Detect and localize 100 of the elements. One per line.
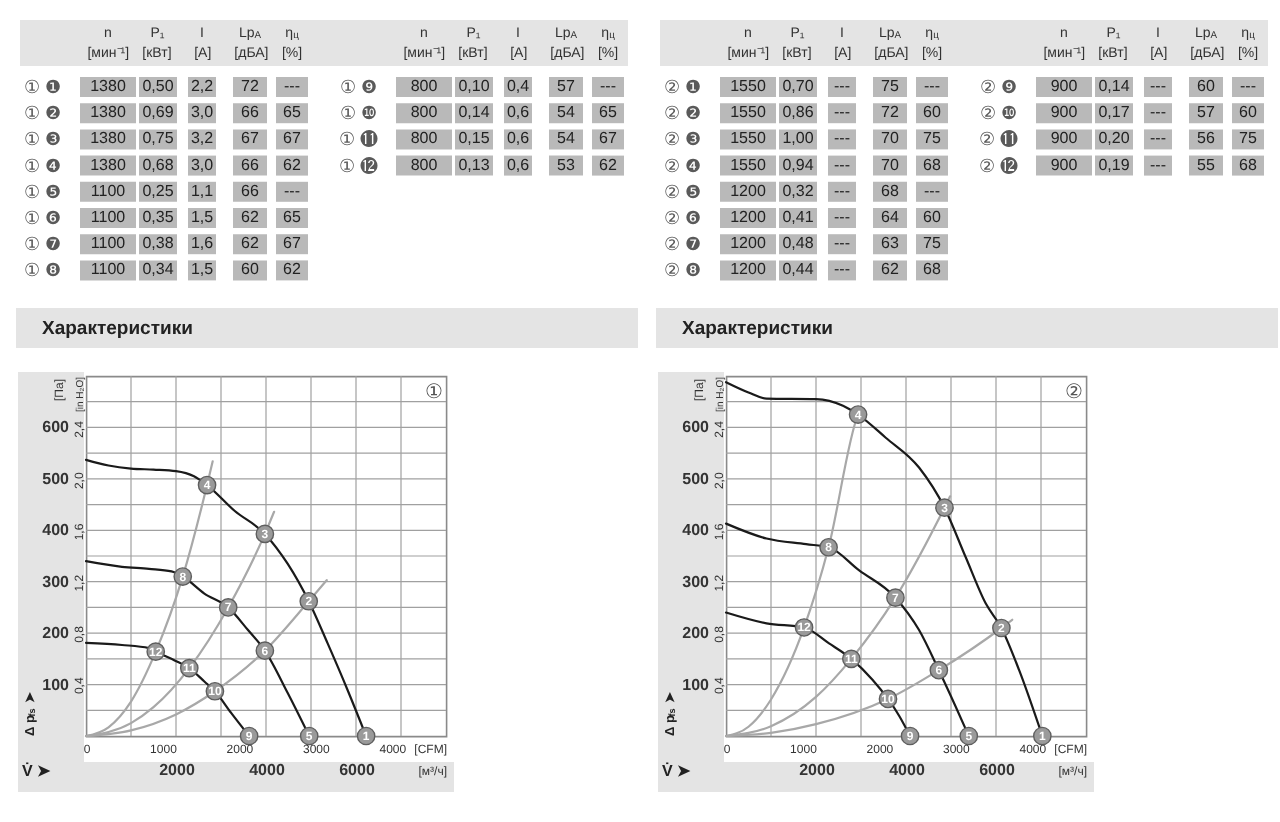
text: --- <box>834 77 850 95</box>
text: 0,10 <box>458 77 490 95</box>
x-tick-label: 6000 <box>979 761 1016 779</box>
text: 0,35 <box>142 208 174 226</box>
text: 56 <box>1197 129 1215 148</box>
text: 1,1 <box>190 181 214 200</box>
text: 0,20 <box>1098 129 1130 148</box>
text: 0,17 <box>1098 103 1130 122</box>
text: 1380 <box>90 103 126 122</box>
text: 0,6 <box>506 129 530 148</box>
text: 0,13 <box>458 155 490 174</box>
text: --- <box>834 260 850 279</box>
text: 65 <box>283 208 301 226</box>
text: 67 <box>283 234 301 253</box>
text: 1380 <box>90 77 126 95</box>
text: 800 <box>410 155 438 174</box>
category-label: ② ❸ <box>663 129 701 150</box>
text: V̇ ➤ <box>22 761 52 780</box>
y-tick-label: 200 <box>682 624 711 643</box>
x-tick-label: 2000 <box>799 761 836 779</box>
text: 1380 <box>90 155 126 174</box>
text: 2,2 <box>190 77 214 95</box>
text: 1,5 <box>190 260 214 279</box>
text: 75 <box>923 234 941 253</box>
text: --- <box>924 77 940 95</box>
category-label: ① ❿ <box>339 103 377 124</box>
text: 1550 <box>730 155 766 174</box>
text: 62 <box>241 234 259 253</box>
text: 1200 <box>730 208 766 226</box>
category-label: ① ❽ <box>23 260 61 281</box>
text: 1550 <box>730 77 766 95</box>
text: 60 <box>1239 103 1257 122</box>
category-label: ① ❶ <box>23 77 61 97</box>
category-label: ① ❻ <box>23 208 61 228</box>
text: 0,41 <box>782 208 814 226</box>
text: 1100 <box>90 260 126 279</box>
text: 57 <box>1197 103 1215 122</box>
text: 62 <box>283 260 301 279</box>
text: 1200 <box>730 181 766 200</box>
category-label: ② ❼ <box>663 234 701 255</box>
text: 3,0 <box>190 103 214 122</box>
text: 65 <box>283 103 301 122</box>
text: 64 <box>881 208 899 226</box>
text: 1200 <box>730 234 766 253</box>
text: 3,0 <box>190 155 214 174</box>
text: 68 <box>923 260 941 279</box>
text: 800 <box>410 77 438 95</box>
category-label: ② ❾ <box>979 77 1017 97</box>
y-tick-label: 300 <box>42 572 71 591</box>
x-tick-label: 6000 <box>339 761 376 779</box>
x-tick-label: 2000 <box>159 761 196 779</box>
text: 68 <box>881 181 899 200</box>
text: 1550 <box>730 129 766 148</box>
text: 0,34 <box>142 260 174 279</box>
text: 60 <box>1197 77 1215 95</box>
category-label: ① ❾ <box>339 77 377 97</box>
text: 72 <box>881 103 899 122</box>
text: 0,38 <box>142 234 174 253</box>
text: 68 <box>1239 155 1257 174</box>
text: 1,00 <box>782 129 814 148</box>
text: 0,6 <box>506 103 530 122</box>
y-tick-label: 500 <box>42 469 71 488</box>
text: 0,75 <box>142 129 174 148</box>
x-tick-label: 4000 <box>249 761 286 779</box>
category-label: ② ❷ <box>663 103 701 124</box>
text: 1,5 <box>190 208 214 226</box>
text: 72 <box>241 77 259 95</box>
y-tick-label: 500 <box>682 469 711 488</box>
text: 1200 <box>730 260 766 279</box>
text: 75 <box>923 129 941 148</box>
chart-title: Характеристики <box>682 318 834 340</box>
category-label: ① ❹ <box>23 155 61 176</box>
text: 62 <box>881 260 899 279</box>
text: 900 <box>1050 129 1078 148</box>
text: 53 <box>557 155 575 174</box>
category-label: ② ❽ <box>663 260 701 281</box>
text: 0,44 <box>782 260 814 279</box>
category-label: ① ⓬ <box>338 155 378 176</box>
category-label: ① ⓫ <box>338 129 378 150</box>
text: 0,50 <box>142 77 174 95</box>
text: --- <box>600 77 616 95</box>
text: 0,6 <box>506 155 530 174</box>
text: --- <box>834 181 850 200</box>
text: 60 <box>923 103 941 122</box>
text: 57 <box>557 77 575 95</box>
text: 75 <box>881 77 899 95</box>
text: 3,2 <box>190 129 214 148</box>
text: 63 <box>881 234 899 253</box>
text: 0,48 <box>782 234 814 253</box>
text: --- <box>284 77 300 95</box>
category-label: ② ❻ <box>663 208 701 228</box>
text: 0,69 <box>142 103 174 122</box>
text: --- <box>924 181 940 200</box>
text: 1100 <box>90 208 126 226</box>
text: 67 <box>599 129 617 148</box>
text: --- <box>834 103 850 122</box>
category-label: ② ❶ <box>663 77 701 97</box>
y-tick-label: 600 <box>42 418 71 437</box>
text: 62 <box>599 155 617 174</box>
annotation: ① <box>425 382 443 404</box>
